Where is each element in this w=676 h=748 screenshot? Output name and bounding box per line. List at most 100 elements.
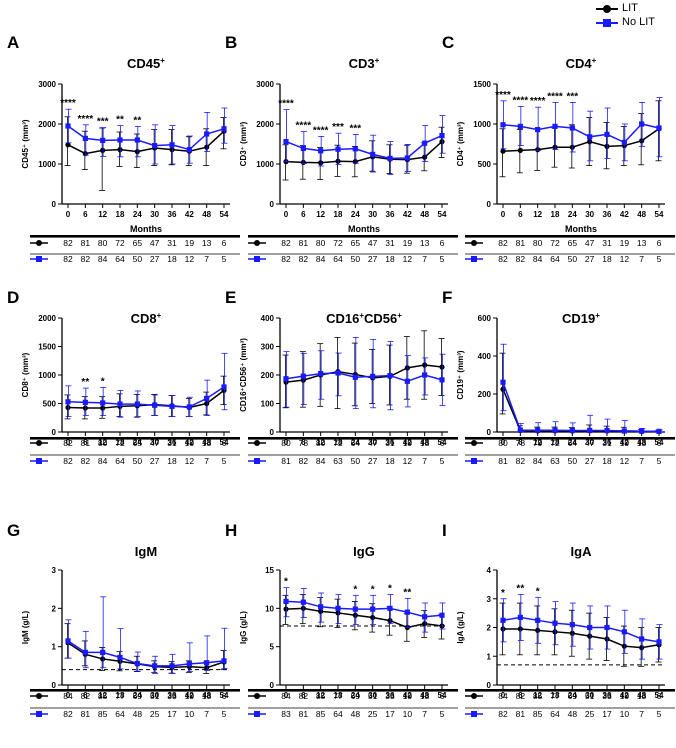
x-tick-label: 6	[518, 691, 523, 700]
x-tick-label: 0	[501, 210, 506, 219]
risk-count: 27	[368, 254, 378, 264]
data-point	[117, 147, 123, 153]
series-lit	[499, 602, 662, 667]
risk-count: 19	[403, 438, 413, 448]
x-tick-label: 6	[83, 691, 88, 700]
risk-count: 13	[202, 238, 212, 248]
x-tick-label: 48	[637, 210, 646, 219]
y-tick-label: 0	[270, 428, 275, 437]
risk-count: 7	[204, 456, 209, 466]
data-point	[134, 149, 140, 155]
risk-count: 80	[98, 438, 108, 448]
legend-label-no-lit: No LIT	[622, 16, 656, 28]
x-tick-label: 18	[116, 438, 125, 447]
data-point	[404, 609, 410, 615]
significance-label: ****	[60, 98, 76, 109]
risk-row-no-lit: 83 81 85 64 48 25 17 10 7 5	[248, 709, 445, 719]
y-tick-label: 2000	[256, 120, 274, 129]
data-point	[221, 384, 227, 390]
data-point	[587, 134, 593, 140]
x-axis-label: Months	[130, 224, 162, 234]
risk-row-marker	[471, 458, 477, 464]
x-tick-label: 18	[334, 438, 343, 447]
chart-title: CD16+CD56+	[326, 311, 402, 326]
x-tick-label: 48	[420, 210, 429, 219]
risk-row-lit: 84 82 85 77 69 51 33 19 13 6	[30, 691, 227, 701]
data-point	[221, 658, 227, 664]
data-point	[604, 143, 610, 149]
y-tick-label: 100	[261, 400, 275, 409]
data-point	[639, 121, 645, 127]
risk-count: 80	[316, 238, 326, 248]
data-point	[535, 127, 541, 133]
data-point	[169, 147, 175, 153]
data-point	[152, 402, 158, 408]
risk-count: 5	[222, 456, 227, 466]
risk-count: 12	[620, 254, 630, 264]
data-point	[169, 142, 175, 148]
data-point	[604, 624, 610, 631]
risk-count: 6	[657, 691, 662, 701]
risk-row-marker	[254, 256, 260, 262]
x-tick-label: 42	[620, 210, 629, 219]
risk-count: 10	[403, 709, 413, 719]
data-point	[100, 656, 106, 662]
risk-table-rule	[465, 235, 675, 238]
data-point	[604, 636, 610, 642]
risk-count: 78	[516, 438, 526, 448]
risk-count: 82	[498, 709, 508, 719]
data-point	[335, 158, 341, 164]
chart-title: CD8+	[131, 311, 162, 326]
risk-count: 50	[351, 456, 361, 466]
risk-count: 64	[333, 709, 343, 719]
risk-count: 64	[115, 456, 125, 466]
y-tick-label: 3	[487, 595, 492, 604]
significance-label: ****	[530, 96, 546, 107]
x-tick-label: 30	[150, 438, 159, 447]
y-axis-label: IgG (g/L)	[239, 611, 248, 644]
data-point	[439, 623, 445, 629]
risk-count: 82	[63, 438, 73, 448]
risk-count: 18	[167, 254, 177, 264]
data-point	[186, 147, 192, 153]
x-tick-label: 48	[202, 691, 211, 700]
chart-panel-a: A CD45+ 0 1000 2000 3000 CD45⁺ (mm³) 0 6 12 18 24 30…	[7, 33, 240, 264]
risk-row-marker	[471, 693, 477, 699]
risk-count: 84	[316, 456, 326, 466]
data-point	[439, 139, 445, 145]
significance-label: **	[516, 583, 524, 594]
risk-count: 72	[550, 238, 560, 248]
x-tick-label: 42	[185, 691, 194, 700]
significance-label: ****	[313, 125, 329, 136]
y-tick-label: 2	[487, 624, 492, 633]
risk-row-no-lit: 82 81 85 64 48 25 17 10 7 5	[465, 709, 662, 719]
risk-count: 47	[368, 238, 378, 248]
risk-count: 65	[133, 438, 143, 448]
x-tick-label: 6	[518, 438, 523, 447]
chart-panel-b: B CD3+ 0 1000 2000 3000 CD3⁺ (mm³) 0 6 12 18 24 30 36…	[225, 33, 458, 264]
data-point	[100, 649, 106, 656]
risk-row-no-lit: 81 82 84 63 50 27 18 12 7 5	[465, 456, 662, 466]
risk-count: 12	[185, 254, 195, 264]
risk-count: 81	[81, 238, 91, 248]
x-tick-label: 36	[168, 210, 177, 219]
data-point	[535, 627, 541, 633]
risk-count: 31	[602, 238, 612, 248]
data-point	[100, 405, 106, 411]
risk-count: 19	[185, 238, 195, 248]
risk-count: 82	[299, 254, 309, 264]
risk-count: 13	[202, 691, 212, 701]
risk-count: 64	[550, 709, 560, 719]
x-tick-label: 6	[83, 438, 88, 447]
x-tick-label: 42	[403, 438, 412, 447]
risk-count: 81	[81, 709, 91, 719]
x-tick-label: 54	[220, 210, 229, 219]
risk-count: 50	[568, 456, 578, 466]
data-point	[204, 131, 210, 137]
y-tick-label: 200	[478, 390, 492, 399]
risk-count: 85	[316, 691, 326, 701]
risk-count: 19	[620, 438, 630, 448]
data-point	[300, 377, 306, 383]
legend-item-no-lit: No LIT	[596, 16, 674, 29]
risk-row-marker	[471, 711, 477, 717]
